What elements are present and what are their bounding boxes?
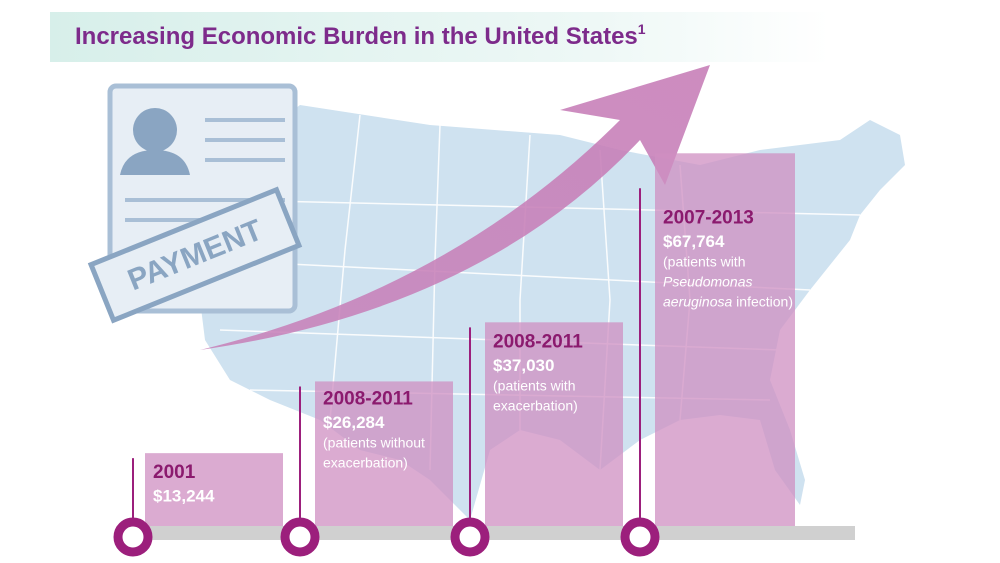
category-label: 2008-2011 xyxy=(493,331,583,352)
description-run: exacerbation) xyxy=(323,454,408,470)
bar xyxy=(315,381,453,526)
category-label: 2007-2013 xyxy=(663,207,754,228)
trend-arrow xyxy=(200,65,710,350)
title-banner xyxy=(50,12,830,62)
value-label: $67,764 xyxy=(663,232,725,251)
payment-icon: PAYMENT xyxy=(87,83,303,324)
description-run: aeruginosa xyxy=(663,293,732,309)
bar xyxy=(485,322,623,526)
description: Pseudomonas xyxy=(663,273,753,289)
description-run: (patients with xyxy=(493,377,575,393)
timeline-dot xyxy=(450,517,490,557)
category-label: 2008-2011 xyxy=(323,388,413,409)
description-run: (patients without xyxy=(323,434,425,450)
description: aeruginosa infection) xyxy=(663,293,793,309)
chart-title: Increasing Economic Burden in the United… xyxy=(75,21,646,51)
description: exacerbation) xyxy=(493,397,578,413)
bar xyxy=(655,153,795,526)
description: (patients without xyxy=(323,434,425,450)
timeline xyxy=(130,526,855,540)
timeline-dot xyxy=(113,517,153,557)
description-run: exacerbation) xyxy=(493,397,578,413)
description-run: (patients with xyxy=(663,253,745,269)
value-label: $26,284 xyxy=(323,413,385,432)
description: (patients with xyxy=(663,253,745,269)
value-label: $37,030 xyxy=(493,356,554,375)
description-run: infection) xyxy=(732,293,793,309)
description: (patients with xyxy=(493,377,575,393)
description-run: Pseudomonas xyxy=(663,273,753,289)
timeline-dot xyxy=(280,517,320,557)
timeline-dot xyxy=(620,517,660,557)
description: exacerbation) xyxy=(323,454,408,470)
category-label: 2001 xyxy=(153,462,196,483)
bar xyxy=(145,453,283,526)
value-label: $13,244 xyxy=(153,487,215,506)
